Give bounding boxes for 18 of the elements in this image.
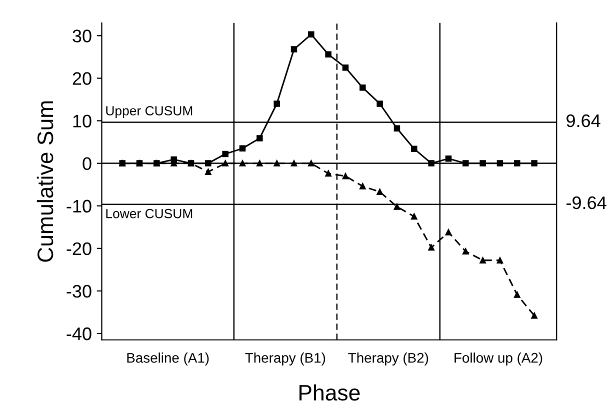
annotation: Upper CUSUM bbox=[106, 106, 192, 118]
y-tick-label: 20 bbox=[72, 72, 92, 85]
y-tick-label: -10 bbox=[66, 200, 92, 213]
ref-line-label: 9.64 bbox=[566, 114, 600, 128]
annotation: Lower CUSUM bbox=[106, 208, 192, 218]
text: Therapy (B1) bbox=[245, 352, 326, 366]
y-tick-label: -40 bbox=[66, 327, 92, 340]
text: Follow up (A2) bbox=[454, 352, 542, 366]
x-axis-title: Phase bbox=[300, 384, 360, 401]
y-tick-label: -20 bbox=[66, 242, 92, 256]
ref-line-label: -9.64 bbox=[566, 196, 606, 210]
text: Baseline (A1) bbox=[127, 352, 209, 366]
y-tick-label: -30 bbox=[66, 284, 92, 298]
y-tick-label: 0 bbox=[82, 157, 92, 170]
text: Therapy (B2) bbox=[348, 352, 428, 366]
y-tick-label: 30 bbox=[72, 30, 92, 42]
y-axis-title: Cumulative Sum bbox=[36, 101, 54, 262]
y-tick-label: 10 bbox=[73, 114, 92, 128]
